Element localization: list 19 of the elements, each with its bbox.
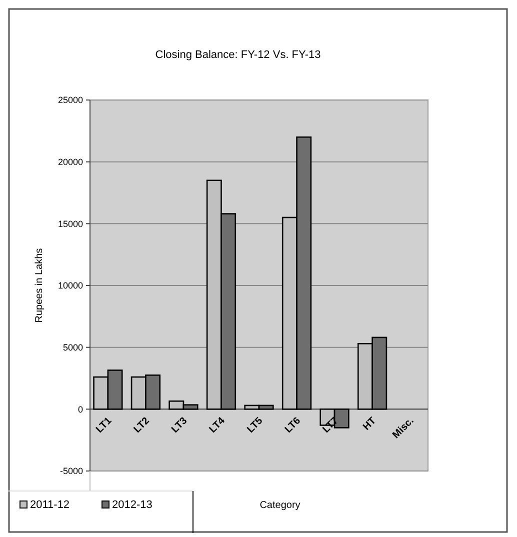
y-tick-label: 15000 — [58, 218, 83, 229]
x-tick-label: LT2 — [132, 415, 152, 436]
y-tick-label: 0 — [78, 404, 83, 414]
x-tick-label: LT6 — [283, 415, 304, 436]
x-tick-label: LT5 — [245, 415, 266, 436]
y-tick-label: 25000 — [58, 95, 83, 106]
x-tick-label: LT4 — [208, 415, 228, 436]
y-tick-label: -5000 — [60, 466, 83, 476]
y-tick-label: 10000 — [58, 280, 83, 291]
x-tick-label: LT3 — [170, 415, 190, 436]
x-tick-label: HT — [361, 416, 378, 433]
chart-title: Closing Balance: FY-12 Vs. FY-13 — [155, 49, 321, 61]
y-tick-label: 5000 — [62, 342, 83, 352]
legend-label: 2012-13 — [112, 499, 152, 511]
x-tick-label: LT1 — [94, 415, 114, 436]
y-axis-title: Rupees in Lakhs — [34, 248, 45, 323]
legend-label: 2011-12 — [30, 499, 70, 511]
y-tick-label: 20000 — [58, 156, 83, 167]
x-axis-title: Category — [260, 500, 300, 511]
